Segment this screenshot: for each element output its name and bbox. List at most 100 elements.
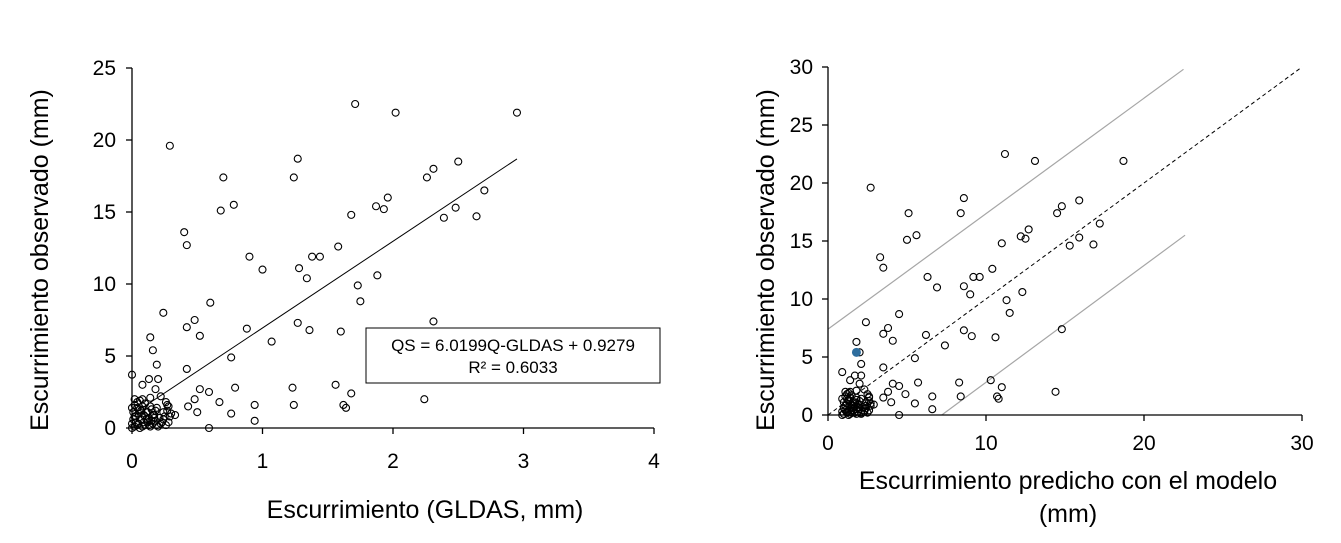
right-data-point bbox=[959, 326, 968, 335]
right-data-point bbox=[928, 405, 937, 414]
left-trendline bbox=[131, 158, 518, 416]
left-data-point bbox=[219, 173, 228, 182]
left-data-point bbox=[288, 383, 297, 392]
right-data-point bbox=[993, 392, 1002, 401]
left-y-tick-label: 15 bbox=[93, 201, 116, 224]
right-data-point bbox=[975, 272, 984, 282]
right-data-point bbox=[1016, 232, 1025, 241]
left-data-point bbox=[182, 241, 191, 250]
left-data-point bbox=[267, 337, 276, 346]
right-data-point bbox=[955, 378, 964, 387]
right-data-point bbox=[986, 376, 995, 385]
right-data-point bbox=[959, 282, 968, 291]
left-data-point bbox=[250, 416, 259, 425]
right-data-point bbox=[857, 359, 866, 369]
right-data-point bbox=[855, 397, 864, 406]
left-data-point bbox=[379, 205, 388, 214]
left-y-tick-label: 5 bbox=[104, 345, 116, 368]
right-data-point bbox=[1057, 202, 1066, 211]
right-data-point bbox=[857, 371, 866, 380]
right-data-point bbox=[959, 194, 968, 203]
left-data-point bbox=[429, 164, 438, 173]
right-data-point bbox=[910, 354, 919, 363]
right-data-point bbox=[855, 379, 864, 388]
left-data-point bbox=[351, 99, 360, 109]
chart-gldas: 0 5 10 15 20 25 0 1 2 3 4 QS = 6.0199Q-GLDAS + 0.9… bbox=[26, 57, 661, 524]
right-data-point bbox=[1002, 296, 1011, 305]
left-data-point bbox=[250, 400, 259, 410]
left-data-point bbox=[204, 387, 214, 397]
right-data-point bbox=[838, 368, 847, 377]
right-x-tick-label: 20 bbox=[1132, 432, 1155, 455]
right-data-point bbox=[866, 183, 875, 192]
right-y-tick-label: 25 bbox=[790, 114, 813, 137]
left-data-point bbox=[293, 318, 302, 327]
right-data-point bbox=[895, 310, 904, 319]
right-data-point bbox=[914, 378, 923, 387]
right-data-point bbox=[969, 272, 978, 282]
left-data-point bbox=[159, 308, 168, 317]
right-data-point bbox=[1095, 219, 1104, 228]
left-data-point bbox=[258, 265, 267, 274]
right-data-point bbox=[1005, 308, 1014, 317]
bound-line bbox=[941, 234, 1186, 416]
left-data-points bbox=[127, 99, 522, 433]
right-data-point bbox=[865, 393, 874, 402]
right-x-tick-label: 10 bbox=[974, 432, 997, 455]
chart-model: 0 5 10 15 20 25 30 0 10 20 30 Escurrimiento predic… bbox=[752, 56, 1314, 528]
left-data-point bbox=[182, 323, 191, 332]
left-data-point bbox=[161, 398, 170, 407]
left-y-tick-label: 20 bbox=[93, 129, 116, 152]
left-y-tick-label: 10 bbox=[93, 273, 116, 296]
left-x-tick-label: 3 bbox=[518, 450, 530, 473]
equation-line-2: R² = 0.6033 bbox=[468, 358, 557, 377]
left-data-point bbox=[331, 380, 340, 389]
left-data-point bbox=[146, 333, 155, 342]
right-data-point bbox=[1000, 149, 1010, 159]
left-x-axis-label: Escurrimiento (GLDAS, mm) bbox=[267, 496, 584, 524]
right-data-point bbox=[956, 392, 965, 401]
left-data-point bbox=[206, 298, 215, 307]
left-data-point bbox=[289, 400, 298, 410]
right-data-point bbox=[850, 371, 859, 380]
right-data-point bbox=[887, 398, 896, 407]
left-data-point bbox=[480, 186, 489, 195]
right-data-point bbox=[846, 376, 855, 385]
right-y-tick-label: 5 bbox=[801, 346, 813, 369]
left-data-point bbox=[356, 297, 365, 306]
right-data-point bbox=[860, 406, 869, 415]
right-data-point bbox=[876, 253, 885, 262]
left-data-point bbox=[315, 252, 324, 261]
right-data-point bbox=[879, 393, 888, 402]
left-data-point bbox=[341, 403, 351, 412]
left-data-point bbox=[353, 281, 362, 290]
right-data-point bbox=[1075, 233, 1084, 242]
left-data-point bbox=[294, 264, 304, 273]
left-data-point bbox=[420, 395, 429, 404]
left-data-point bbox=[229, 200, 238, 209]
right-data-point bbox=[1021, 234, 1030, 243]
bound-line bbox=[827, 68, 1184, 330]
right-y-tick-label: 10 bbox=[790, 288, 813, 311]
right-data-point bbox=[912, 231, 921, 240]
right-data-point bbox=[1075, 196, 1084, 205]
left-data-point bbox=[193, 408, 202, 417]
right-x-tick-label: 30 bbox=[1290, 432, 1313, 455]
left-data-point bbox=[190, 315, 199, 325]
right-data-point bbox=[904, 209, 913, 218]
right-data-point bbox=[910, 399, 919, 408]
right-data-point bbox=[879, 329, 888, 338]
right-data-point bbox=[1030, 156, 1040, 166]
left-data-point bbox=[148, 410, 157, 420]
left-data-point bbox=[472, 212, 481, 221]
left-data-point bbox=[227, 353, 236, 362]
left-data-point bbox=[151, 385, 160, 394]
right-data-point bbox=[1089, 240, 1098, 249]
right-data-point bbox=[1053, 209, 1062, 218]
left-data-point bbox=[305, 326, 314, 335]
right-x-axis-label: Escurrimiento predicho con el modelo (mm) bbox=[859, 467, 1277, 528]
left-data-point bbox=[373, 271, 382, 280]
left-data-point bbox=[512, 108, 522, 117]
left-data-point bbox=[154, 374, 163, 384]
